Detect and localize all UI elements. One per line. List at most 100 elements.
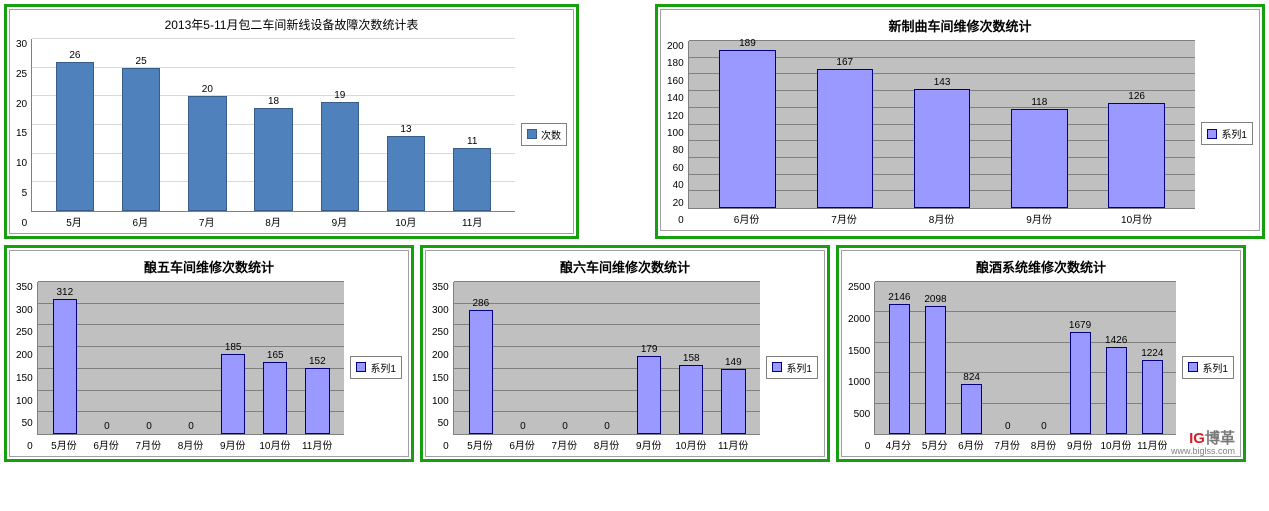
y-tick-label: 20	[16, 99, 27, 110]
bar: 149	[721, 369, 745, 434]
x-tick-label: 8月	[240, 214, 306, 229]
y-axis: 350300250200150100500	[16, 282, 37, 452]
bar: 25	[122, 68, 160, 211]
plot-wrap: 262520181913115月6月7月8月9月10月11月	[31, 39, 515, 229]
bar: 13	[387, 136, 425, 211]
x-tick-label: 10月份	[254, 437, 296, 452]
bars-container: 26252018191311	[32, 39, 515, 211]
legend-label: 系列1	[1202, 360, 1228, 375]
top-row: 2013年5-11月包二车间新线设备故障次数统计表302520151050262…	[4, 4, 1265, 239]
bar-slot: 13	[373, 39, 439, 211]
y-tick-label: 0	[678, 215, 684, 226]
bar-slot: 286	[460, 282, 502, 434]
chart-body: 2500200015001000500021462098824001679142…	[842, 278, 1240, 456]
bar: 185	[221, 354, 245, 434]
plot-wrap: 21462098824001679142612244月分5月分6月份7月份8月份…	[874, 282, 1176, 452]
bar-value-label: 185	[225, 342, 242, 355]
bar-value-label: 0	[1041, 421, 1047, 434]
bar-slot: 19	[307, 39, 373, 211]
x-tick-label: 7月份	[543, 437, 585, 452]
y-axis: 350300250200150100500	[432, 282, 453, 452]
bar: 1224	[1142, 360, 1163, 434]
bar-slot: 152	[296, 282, 338, 434]
legend-wrap: 系列1	[760, 282, 818, 452]
bar: 158	[679, 365, 703, 434]
legend-label: 系列1	[370, 360, 396, 375]
bar: 20	[188, 96, 226, 211]
bar-value-label: 19	[334, 90, 345, 103]
bar-value-label: 0	[604, 421, 610, 434]
bar-value-label: 0	[188, 421, 194, 434]
bar-value-label: 2146	[888, 292, 910, 305]
bar: 286	[469, 310, 493, 434]
bar-slot: 0	[170, 282, 212, 434]
legend: 次数	[521, 123, 567, 146]
y-tick-label: 0	[865, 441, 871, 452]
x-tick-label: 7月份	[989, 437, 1025, 452]
legend: 系列1	[1182, 356, 1234, 379]
watermark: IG博革 www.biglss.com	[1171, 431, 1235, 457]
bar-slot: 26	[42, 39, 108, 211]
x-axis: 6月份7月份8月份9月份10月份	[688, 209, 1196, 226]
bar: 152	[305, 368, 329, 434]
chart-title: 2013年5-11月包二车间新线设备故障次数统计表	[10, 10, 573, 35]
plot-area: 2146209882400167914261224	[874, 282, 1176, 435]
legend-swatch	[772, 362, 782, 372]
bar-value-label: 118	[1031, 97, 1047, 110]
y-tick-label: 160	[667, 76, 684, 87]
plot-wrap: 3120001851651525月份6月份7月份8月份9月份10月份11月份	[37, 282, 345, 452]
x-tick-label: 11月份	[296, 437, 338, 452]
bar: 165	[263, 362, 287, 434]
y-tick-label: 10	[16, 158, 27, 169]
y-tick-label: 60	[673, 163, 684, 174]
x-tick-label: 11月	[439, 214, 505, 229]
y-tick-label: 80	[673, 145, 684, 156]
x-tick-label: 6月份	[85, 437, 127, 452]
y-tick-label: 5	[22, 188, 28, 199]
x-tick-label: 10月	[373, 214, 439, 229]
plot-wrap: 1891671431181266月份7月份8月份9月份10月份	[688, 41, 1196, 226]
bar-slot: 0	[86, 282, 128, 434]
bar-value-label: 143	[934, 77, 951, 90]
bar-value-label: 18	[268, 96, 279, 109]
bar-value-label: 0	[520, 421, 526, 434]
y-tick-label: 30	[16, 39, 27, 50]
bar: 1679	[1070, 332, 1091, 434]
bar: 18	[254, 108, 292, 211]
x-tick-label: 5月分	[917, 437, 953, 452]
x-axis: 4月分5月分6月份7月份8月份9月份10月份11月份	[874, 435, 1176, 452]
y-tick-label: 0	[443, 441, 449, 452]
x-axis: 5月份6月份7月份8月份9月份10月份11月份	[37, 435, 345, 452]
y-tick-label: 1500	[848, 346, 870, 357]
bar: 1426	[1106, 347, 1127, 434]
bar-slot: 185	[212, 282, 254, 434]
bar: 824	[961, 384, 982, 434]
bar-slot: 824	[954, 282, 990, 434]
bar-slot: 0	[990, 282, 1026, 434]
x-tick-label: 10月份	[1088, 211, 1186, 226]
y-tick-label: 150	[16, 373, 33, 384]
x-tick-label: 8月份	[585, 437, 627, 452]
y-tick-label: 25	[16, 69, 27, 80]
chart-frame-2: 新制曲车间维修次数统计20018016014012010080604020018…	[655, 4, 1265, 239]
bar-slot: 189	[699, 41, 796, 208]
legend: 系列1	[350, 356, 402, 379]
legend-swatch	[1207, 129, 1217, 139]
bar-value-label: 11	[467, 136, 477, 149]
legend-label: 系列1	[786, 360, 812, 375]
y-tick-label: 100	[667, 128, 684, 139]
chart-title: 酿六车间维修次数统计	[426, 251, 824, 278]
bar-slot: 1426	[1098, 282, 1134, 434]
bar-value-label: 0	[562, 421, 568, 434]
bars-container: 189167143118126	[689, 41, 1196, 208]
y-tick-label: 200	[667, 41, 684, 52]
bar-slot: 0	[1026, 282, 1062, 434]
y-tick-label: 250	[432, 327, 449, 338]
bar-value-label: 20	[202, 84, 213, 97]
bar-value-label: 0	[104, 421, 110, 434]
plot-area: 26252018191311	[31, 39, 515, 212]
bar-slot: 25	[108, 39, 174, 211]
bar-slot: 0	[544, 282, 586, 434]
y-tick-label: 50	[438, 418, 449, 429]
chart-frame-5: 酿酒系统维修次数统计250020001500100050002146209882…	[836, 245, 1246, 462]
